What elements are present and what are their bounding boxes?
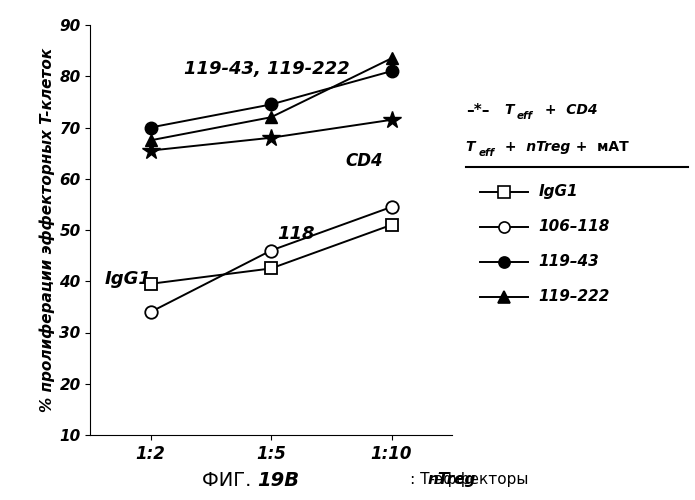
Text: T: T [466,140,475,154]
Text: CD4: CD4 [345,152,384,170]
Text: +  CD4: + CD4 [540,103,598,117]
Text: 118: 118 [277,225,315,243]
Text: T: T [504,103,514,117]
Text: eff: eff [478,148,494,158]
Text: 119–43: 119–43 [539,254,599,269]
Text: ФИГ.: ФИГ. [202,471,257,490]
Text: 19В: 19В [257,471,300,490]
Text: IgG1: IgG1 [539,184,578,199]
Text: 119-43, 119-222: 119-43, 119-222 [184,60,350,78]
Text: IgG1: IgG1 [105,270,152,287]
Y-axis label: % пролиферации эффекторных T-клеток: % пролиферации эффекторных T-клеток [40,48,55,412]
Text: 119–222: 119–222 [539,289,610,304]
Text: : Т-эффекторы: : Т-эффекторы [375,472,528,487]
Text: eff: eff [516,111,532,121]
Text: –*–: –*– [466,102,489,118]
Text: +  мАТ: + мАТ [566,140,629,154]
Text: 106–118: 106–118 [539,219,610,234]
Text: nTreg: nTreg [427,472,476,487]
Text: +  nTreg: + nTreg [500,140,571,154]
